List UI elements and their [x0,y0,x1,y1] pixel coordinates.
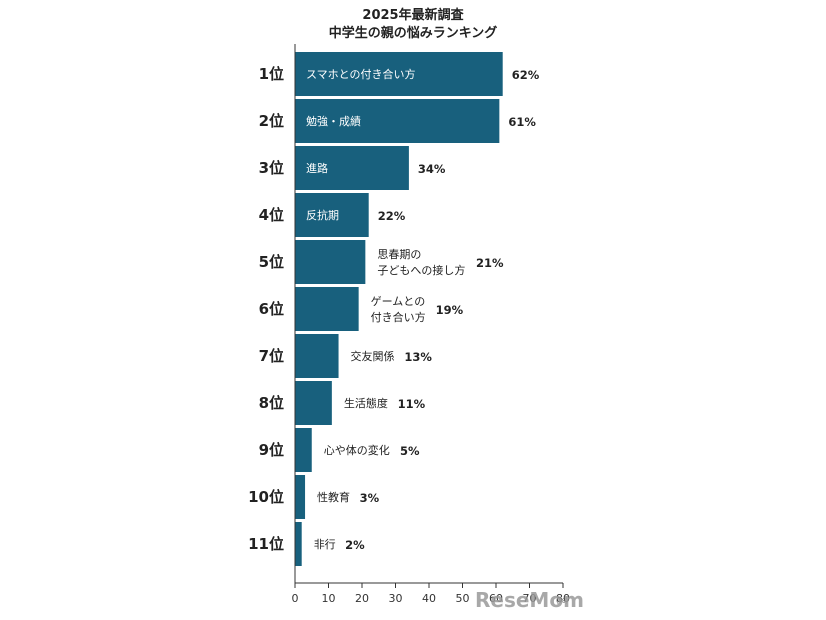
rank-label: 4位 [259,206,284,224]
rank-label: 10位 [248,488,284,506]
bar-category-label: ゲームとの [371,295,426,308]
chart-title-line-2: 中学生の親の悩みランキング [329,25,498,41]
bar [295,240,366,284]
bar [295,287,359,331]
bar-category-label: 付き合い方 [371,310,426,324]
bar [295,475,306,519]
bar-category-label: スマホとの付き合い方 [306,67,416,81]
bar-value-label: 61% [508,115,536,129]
x-tick-label: 60 [489,592,503,605]
x-tick-label: 50 [456,592,470,605]
x-tick-label: 40 [422,592,436,605]
bar [295,428,312,472]
x-tick-label: 20 [355,592,369,605]
x-tick-label: 80 [556,592,570,605]
rank-label: 9位 [259,441,284,459]
watermark-logo: ReseMom [475,588,584,612]
bar-value-label: 3% [360,491,380,505]
bar [295,522,302,566]
bar-category-label: 交友関係 [351,349,395,363]
bar [295,334,339,378]
bar-category-label: 思春期の [377,248,421,261]
bar-category-label: 心や体の変化 [324,443,390,457]
bar-category-label: 進路 [306,162,328,175]
bar-value-label: 2% [345,538,365,552]
rank-label: 5位 [259,253,284,271]
chart-title-line-1: 2025年最新調査 [362,7,464,23]
bar-category-label: 反抗期 [306,208,339,222]
bar-value-label: 62% [512,68,540,82]
bar-category-label: 勉強・成績 [306,114,361,128]
rank-label: 1位 [259,65,284,83]
bar-value-label: 11% [398,397,426,411]
bar-category-label: 生活態度 [344,396,388,410]
x-tick-label: 70 [523,592,537,605]
bar [295,52,503,96]
bar [295,381,332,425]
rank-label: 11位 [248,535,284,553]
bar-category-label: 非行 [314,538,336,551]
bar-value-label: 34% [418,162,446,176]
bar-value-label: 22% [378,209,406,223]
rank-label: 6位 [259,300,284,318]
unit-label: (%) [556,597,568,605]
bars-layer: 1位 スマホとの付き合い方 62% 2位 勉強・成績 61% 3位 進路 34% 4位 反抗期 22%… [248,52,540,566]
bar-category-label: 性教育 [317,490,350,504]
x-tick-label: 10 [322,592,336,605]
bar-category-label: 子どもへの接し方 [377,263,465,277]
bar-value-label: 21% [476,256,504,270]
rank-label: 3位 [259,159,284,177]
rank-label: 2位 [259,112,284,130]
rank-label: 8位 [259,394,284,412]
bar-value-label: 5% [400,444,420,458]
bar [295,193,369,237]
bar-value-label: 19% [436,303,464,317]
bar [295,99,500,143]
rank-label: 7位 [259,347,284,365]
bar [295,146,409,190]
x-tick-label: 0 [292,592,299,605]
x-tick-label: 30 [389,592,403,605]
x-axis: 0 10 20 30 40 50 60 70 80 [292,44,570,605]
bar-value-label: 13% [404,350,432,364]
